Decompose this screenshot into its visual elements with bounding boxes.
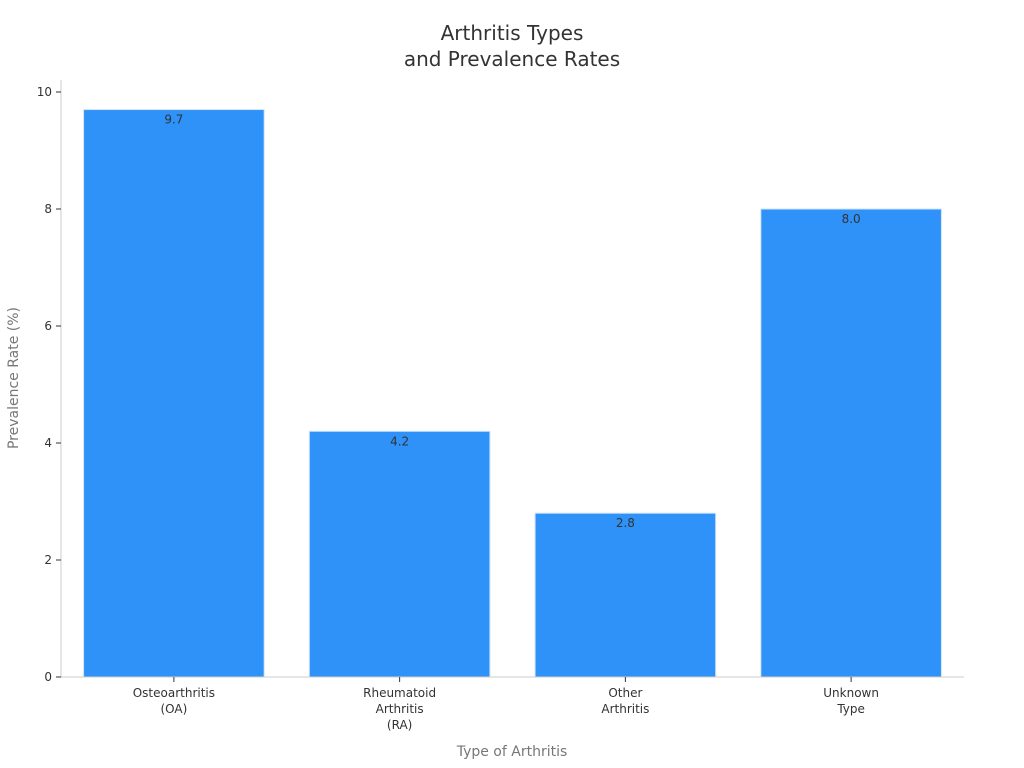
x-tick-label: Unknown Type (823, 686, 879, 716)
bar (760, 208, 942, 678)
y-axis-title: Prevalence Rate (%) (6, 307, 22, 449)
bar (308, 430, 491, 678)
y-tick-label: 8 (44, 202, 52, 216)
x-axis-title: Type of Arthritis (456, 744, 568, 760)
chart-title-line-1: Arthritis Types (441, 21, 584, 45)
bar-value-label: 9.7 (164, 113, 183, 127)
y-ticks-group: 0 2 4 6 8 10 (37, 85, 61, 684)
bar-value-label: 2.8 (616, 516, 635, 530)
y-tick-label: 4 (44, 436, 52, 450)
bar-value-label: 8.0 (842, 212, 861, 226)
bars-group (83, 109, 942, 678)
x-ticks-group: Osteoarthritis (OA) Rheumatoid Arthritis (RA… (133, 677, 879, 732)
chart-title-line-2: and Prevalence Rates (404, 47, 620, 71)
y-tick-label: 10 (37, 85, 52, 99)
y-tick-label: 2 (44, 553, 52, 567)
x-tick-label: Other Arthritis (601, 686, 649, 716)
bar-value-label: 4.2 (390, 434, 409, 448)
bar-labels-group: 9.7 4.2 2.8 8.0 (164, 113, 860, 531)
bar (83, 109, 265, 678)
y-tick-label: 6 (44, 319, 52, 333)
y-tick-label: 0 (44, 670, 52, 684)
x-tick-label: Rheumatoid Arthritis (RA) (363, 686, 436, 732)
x-tick-label: Osteoarthritis (OA) (133, 686, 215, 716)
bar (534, 512, 717, 678)
